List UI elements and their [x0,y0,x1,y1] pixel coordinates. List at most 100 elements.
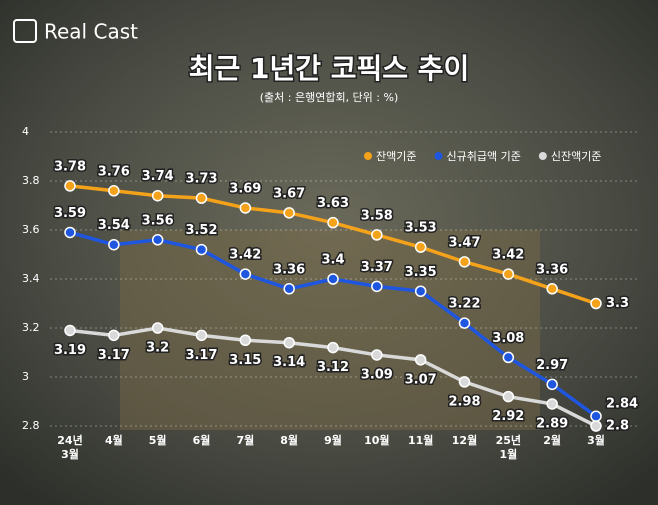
data-label: 3.35 [405,265,437,280]
x-tick-label: 12월 [452,433,477,447]
data-point [151,234,164,246]
chart-subtitle: (출처 : 은행연합회, 단위 : %) [260,91,399,104]
x-tick-label: 2월 [543,433,561,447]
data-label: 3.63 [317,196,349,211]
data-point [502,351,515,364]
data-point [283,336,295,349]
x-tick-label: 8월 [280,433,298,447]
x-tick-label: 4월 [105,433,123,447]
data-point [414,285,427,297]
data-label: 3.47 [448,235,480,250]
data-point [371,280,383,293]
data-point [590,410,602,422]
y-tick-label: 4 [22,125,29,138]
data-point [458,317,471,329]
data-point [195,329,208,342]
data-label: 2.92 [492,409,524,424]
data-point [64,226,76,239]
data-label: 3.59 [54,206,86,221]
data-point [108,329,120,342]
data-point [239,268,252,280]
data-label: 2.8 [606,419,629,434]
data-label: 3.14 [273,355,305,370]
data-point [546,398,558,410]
data-label: 3.53 [405,221,437,236]
data-point [327,216,339,229]
x-tick-label: 7월 [236,433,254,447]
brand: Real Cast [44,20,138,44]
y-tick-label: 2.8 [22,419,40,432]
y-tick-label: 3.2 [22,321,40,334]
data-label: 2.89 [536,416,568,431]
data-label: 3.17 [98,348,130,363]
data-point [283,207,295,219]
data-label: 3.52 [185,223,217,238]
data-label: 3.42 [492,248,524,263]
data-label: 3.4 [321,253,344,268]
data-label: 3.58 [361,208,393,223]
data-point [590,297,602,310]
data-point [546,283,558,295]
data-label: 3.56 [142,213,174,228]
data-point [151,322,164,334]
x-tick-label: 9월 [324,433,342,447]
y-tick-label: 3.6 [22,223,40,236]
data-label: 3.09 [361,367,393,382]
legend-marker [434,152,443,160]
data-label: 3.37 [361,260,393,275]
x-tick-label: 24년 3월 [57,433,82,461]
data-point [151,189,164,202]
data-label: 3.69 [229,181,261,196]
legend-label: 신규취급액 기준 [446,150,520,163]
data-point [64,180,76,192]
data-point [239,202,252,214]
data-label: 2.84 [606,397,638,412]
x-tick-label: 3월 [587,433,605,447]
y-tick-label: 3.8 [22,174,40,187]
data-label: 3.36 [273,262,305,277]
y-tick-label: 3.4 [22,272,40,285]
data-label: 3.73 [185,172,217,187]
data-label: 3.2 [146,341,169,356]
data-point [414,241,427,253]
chart-title: 최근 1년간 코픽스 추이 [189,52,470,85]
x-tick-label: 6월 [193,433,211,447]
data-point [414,354,427,366]
data-point [458,256,471,268]
data-label: 3.22 [448,297,480,312]
data-label: 3.12 [317,360,349,375]
data-label: 2.98 [448,394,480,409]
data-point [327,341,339,354]
data-label: 3.07 [405,372,437,387]
x-tick-label: 5월 [149,433,167,447]
data-point [502,268,515,280]
legend-label: 잔액기준 [376,150,416,163]
data-point [283,283,295,295]
data-label: 3.42 [229,248,261,263]
data-point [458,376,471,388]
data-label: 3.19 [54,343,86,358]
data-point [502,390,515,403]
legend-marker [538,152,547,160]
x-tick-label: 10월 [364,433,389,447]
data-label: 3.78 [54,159,86,174]
data-label: 3.3 [606,296,629,311]
data-point [546,378,558,391]
data-point [108,185,120,197]
data-point [108,238,120,251]
data-point [590,420,602,432]
legend-label: 신잔액기준 [551,150,602,163]
data-label: 3.17 [185,348,217,363]
data-point [195,192,208,204]
legend-marker [364,152,372,160]
x-tick-label: 25년 1월 [496,433,521,461]
data-point [239,334,252,346]
data-label: 3.15 [229,353,261,368]
logo-icon [13,19,37,43]
data-label: 3.36 [536,262,568,277]
y-tick-label: 3 [22,370,29,383]
data-label: 3.54 [98,218,130,233]
data-point [64,324,76,337]
